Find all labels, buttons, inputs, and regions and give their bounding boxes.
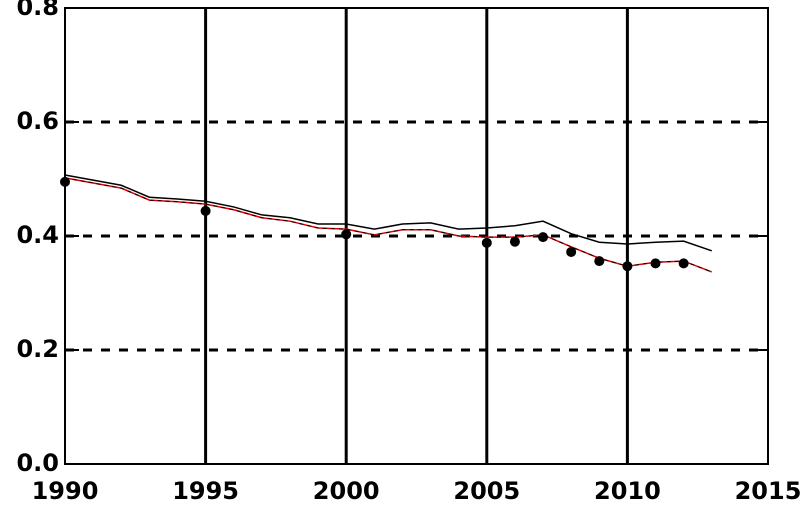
series-line — [64, 177, 713, 273]
marker — [481, 237, 492, 248]
x-tick-label: 2015 — [735, 477, 802, 505]
x-tick-label: 1995 — [172, 477, 239, 505]
y-tick-label: 0.4 — [16, 221, 59, 249]
plot-frame — [64, 7, 769, 465]
marker — [538, 232, 549, 243]
marker — [200, 205, 211, 216]
y-tick-label: 0.0 — [16, 449, 59, 477]
y-tick-label: 0.6 — [16, 107, 59, 135]
marker — [509, 236, 520, 247]
marker — [650, 258, 661, 269]
series-line-dash — [64, 177, 712, 273]
x-tick-label: 2010 — [594, 477, 661, 505]
y-tick-label: 0.8 — [16, 0, 59, 21]
marker — [341, 229, 352, 240]
marker — [566, 246, 577, 257]
x-tick-label: 1990 — [32, 477, 99, 505]
marker — [594, 256, 605, 267]
marker — [678, 258, 689, 269]
series-line — [64, 174, 713, 252]
x-tick-label: 2000 — [313, 477, 380, 505]
y-tick-label: 0.2 — [16, 335, 59, 363]
x-tick-label: 2005 — [453, 477, 520, 505]
marker — [622, 261, 633, 272]
